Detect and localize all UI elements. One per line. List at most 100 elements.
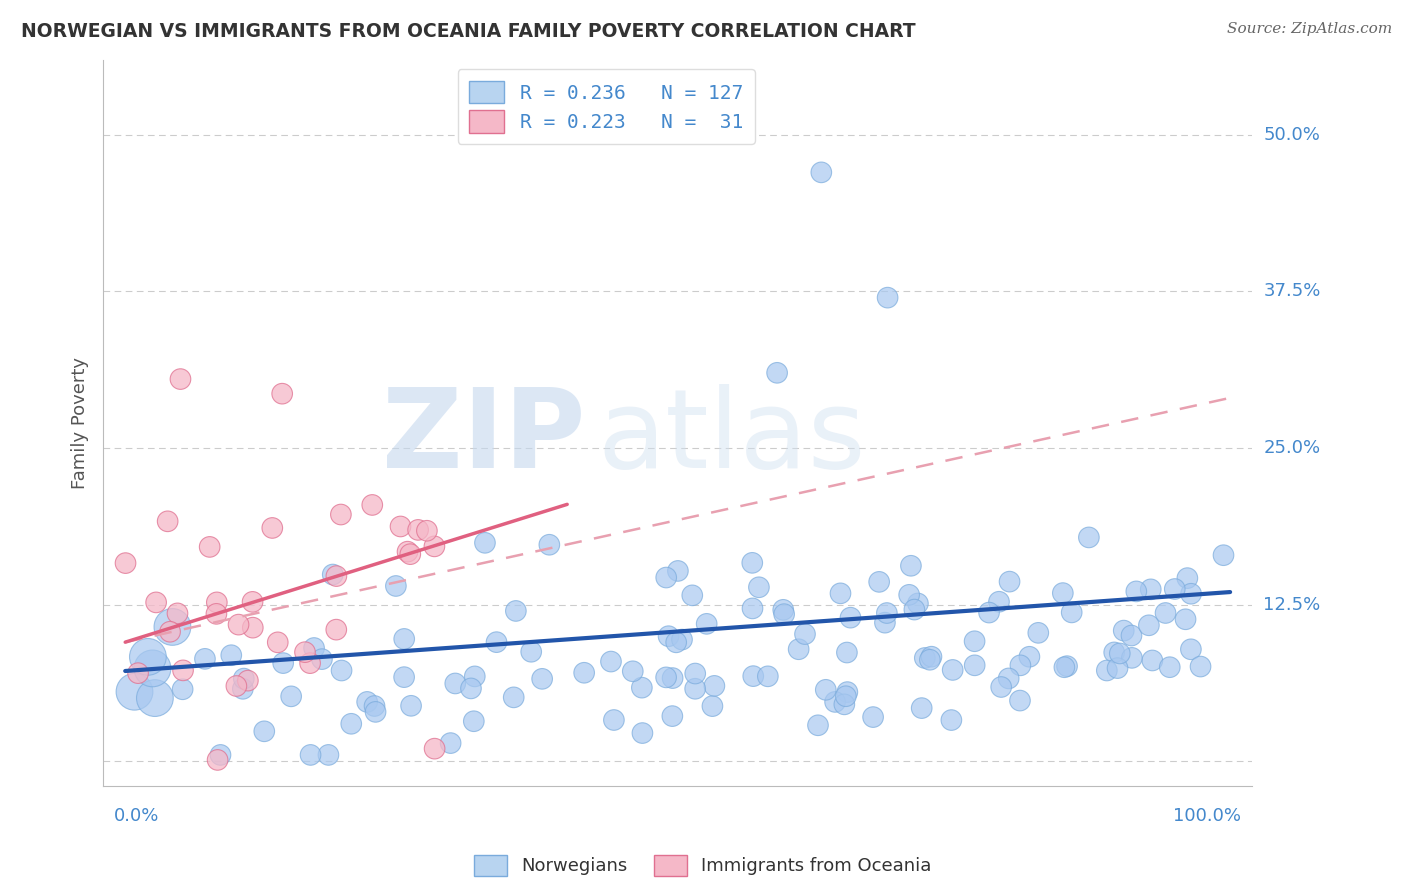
Point — [311, 652, 333, 666]
Point — [1060, 606, 1083, 620]
Point — [267, 635, 290, 649]
Point — [271, 386, 294, 401]
Point — [205, 607, 228, 621]
Y-axis label: Family Poverty: Family Poverty — [72, 357, 89, 489]
Legend: R = 0.236   N = 127, R = 0.223   N =  31: R = 0.236 N = 127, R = 0.223 N = 31 — [457, 70, 755, 145]
Point — [1212, 548, 1234, 562]
Point — [963, 634, 986, 648]
Point — [661, 671, 683, 685]
Point — [1077, 530, 1099, 544]
Point — [900, 558, 922, 573]
Point — [423, 741, 446, 756]
Point — [1026, 625, 1049, 640]
Legend: Norwegians, Immigrants from Oceania: Norwegians, Immigrants from Oceania — [467, 847, 939, 883]
Point — [294, 645, 316, 659]
Point — [903, 602, 925, 616]
Point — [531, 672, 554, 686]
Point — [280, 690, 302, 704]
Point — [124, 685, 146, 699]
Point — [824, 695, 846, 709]
Point — [392, 670, 415, 684]
Point — [920, 649, 942, 664]
Point — [898, 588, 921, 602]
Point — [1056, 659, 1078, 673]
Point — [228, 617, 250, 632]
Point — [141, 661, 163, 675]
Point — [399, 698, 422, 713]
Point — [963, 658, 986, 673]
Point — [236, 673, 259, 688]
Text: 0.0%: 0.0% — [114, 806, 159, 824]
Point — [773, 607, 796, 622]
Point — [911, 701, 934, 715]
Point — [631, 726, 654, 740]
Point — [169, 372, 191, 386]
Point — [242, 595, 264, 609]
Point — [330, 664, 353, 678]
Point — [1112, 624, 1135, 638]
Point — [1121, 651, 1143, 665]
Point — [219, 648, 242, 663]
Point — [621, 665, 644, 679]
Point — [681, 588, 703, 602]
Point — [325, 623, 347, 637]
Point — [172, 682, 194, 697]
Point — [830, 586, 852, 600]
Point — [325, 569, 347, 583]
Text: NORWEGIAN VS IMMIGRANTS FROM OCEANIA FAMILY POVERTY CORRELATION CHART: NORWEGIAN VS IMMIGRANTS FROM OCEANIA FAM… — [21, 22, 915, 41]
Point — [1139, 582, 1161, 597]
Point — [364, 705, 387, 719]
Point — [1095, 664, 1118, 678]
Point — [1121, 628, 1143, 642]
Point — [631, 681, 654, 695]
Text: 12.5%: 12.5% — [1264, 596, 1320, 614]
Point — [603, 713, 626, 727]
Point — [520, 645, 543, 659]
Point — [159, 624, 181, 639]
Point — [696, 616, 718, 631]
Point — [1180, 587, 1202, 601]
Point — [114, 556, 136, 570]
Point — [942, 663, 965, 677]
Point — [172, 664, 194, 678]
Point — [794, 627, 817, 641]
Point — [702, 699, 724, 714]
Point — [772, 603, 794, 617]
Point — [1175, 571, 1198, 585]
Point — [318, 747, 340, 762]
Point — [145, 595, 167, 609]
Point — [683, 666, 706, 681]
Point — [1102, 645, 1125, 659]
Text: ZIP: ZIP — [382, 384, 586, 491]
Point — [661, 709, 683, 723]
Point — [232, 672, 254, 686]
Point — [363, 698, 385, 713]
Point — [329, 508, 352, 522]
Point — [876, 606, 898, 620]
Point — [835, 690, 858, 704]
Point — [988, 595, 1011, 609]
Point — [742, 669, 765, 683]
Point — [502, 690, 524, 705]
Point — [1159, 660, 1181, 674]
Point — [837, 685, 859, 699]
Point — [1180, 642, 1202, 657]
Point — [302, 640, 325, 655]
Point — [1108, 647, 1130, 661]
Point — [485, 635, 508, 649]
Point — [1053, 660, 1076, 674]
Point — [1154, 606, 1177, 620]
Point — [271, 656, 294, 670]
Point — [1174, 612, 1197, 626]
Point — [1010, 658, 1032, 673]
Point — [914, 651, 936, 665]
Point — [665, 635, 688, 649]
Point — [253, 724, 276, 739]
Point — [198, 540, 221, 554]
Point — [941, 713, 963, 727]
Point — [977, 606, 1000, 620]
Point — [396, 544, 419, 558]
Point — [460, 681, 482, 696]
Point — [207, 753, 229, 767]
Point — [299, 656, 322, 670]
